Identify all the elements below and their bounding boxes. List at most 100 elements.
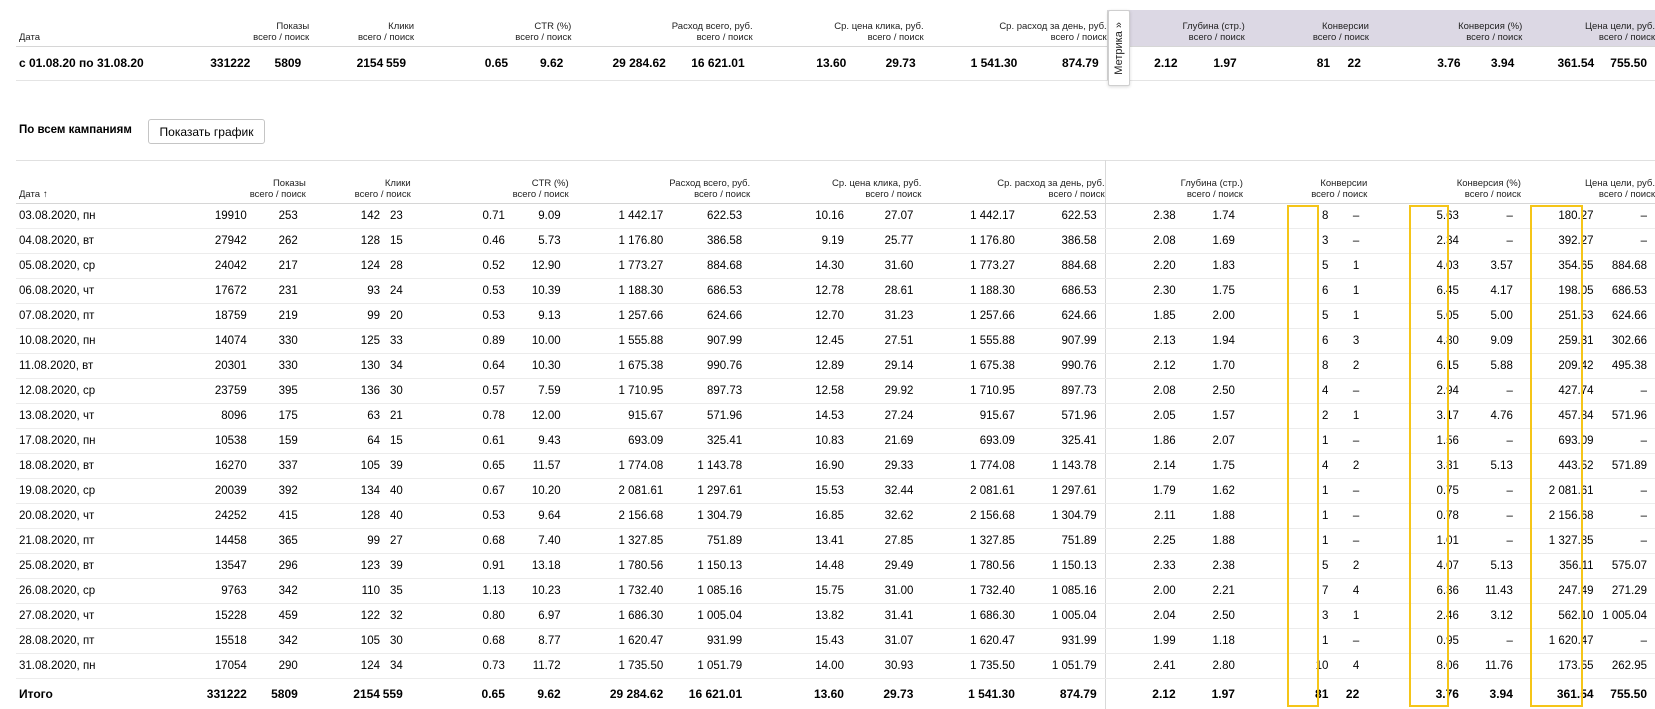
cell-value: 4.80 (1367, 328, 1459, 354)
cell-date: 26.08.2020, ср (16, 578, 189, 604)
cell-value: 4 (1328, 578, 1368, 604)
cell-value: 1.94 (1175, 328, 1243, 354)
cell-value: 693.09 (921, 428, 1015, 454)
column-header-clicks[interactable]: Клики всего / поиск (305, 160, 411, 204)
cell-value: 0.52 (410, 253, 505, 279)
cell-value: 2.12 (1105, 353, 1176, 379)
summary-header-date: Дата (16, 10, 192, 47)
cell-date: 19.08.2020, ср (16, 478, 189, 504)
cell-value: 29.92 (843, 378, 922, 404)
column-header-shows[interactable]: Показы всего / поиск (188, 160, 306, 204)
cell-value: 1.69 (1175, 228, 1243, 254)
cell-value: – (1593, 428, 1655, 454)
cell-date: с 01.08.20 по 31.08.20 (16, 46, 192, 81)
cell-value: 27.07 (843, 203, 922, 229)
cell-value: 8 (1242, 203, 1329, 229)
cell-value: 2 156.68 (1520, 503, 1594, 529)
cell-value: 1 (1328, 303, 1368, 329)
table-row: 13.08.2020, чт 8096 175 63 21 0.78 12.00 915.67… (16, 403, 1655, 429)
cell-value: 15 (379, 428, 411, 454)
cell-value: – (1593, 503, 1655, 529)
cell-value: 686.53 (1014, 278, 1106, 304)
cell-value: 0.71 (410, 203, 505, 229)
cell-value: 427.74 (1520, 378, 1594, 404)
cell-value: 29.14 (843, 353, 922, 379)
cell-value: 2.21 (1175, 578, 1243, 604)
cell-value: 1.18 (1175, 628, 1243, 654)
cell-value: 10.39 (504, 278, 569, 304)
column-header-goal-price[interactable]: Цена цели, руб. всего / поиск (1520, 160, 1655, 204)
cell-date: 31.08.2020, пн (16, 653, 189, 679)
cell-value: 392 (246, 478, 306, 504)
summary-header-ctr: CTR (%) всего / поиск (414, 10, 572, 47)
column-header-cpc[interactable]: Ср. цена клика, руб. всего / поиск (750, 160, 922, 204)
cell-value: 3 (1242, 228, 1329, 254)
column-header-conversions[interactable]: Конверсии всего / поиск (1242, 160, 1368, 204)
column-header-conversion-rate[interactable]: Конверсия (%) всего / поиск (1367, 160, 1521, 204)
cell-value: 23759 (188, 378, 247, 404)
cell-value: 2 081.61 (1520, 478, 1594, 504)
table-row: 18.08.2020, вт 16270 337 105 39 0.65 11.57 1 77… (16, 453, 1655, 479)
cell-value: – (1593, 478, 1655, 504)
cell-value: 1 085.16 (663, 578, 751, 604)
table-row: 12.08.2020, ср 23759 395 136 30 0.57 7.59 1 710… (16, 378, 1655, 404)
cell-value: 251.53 (1520, 303, 1594, 329)
metrika-toggle-tab[interactable]: Метрика » (1108, 10, 1130, 86)
cell-value: 33 (379, 328, 411, 354)
column-header-depth[interactable]: Глубина (стр.) всего / поиск (1105, 160, 1243, 204)
cell-value: 386.58 (663, 228, 751, 254)
cell-value: 990.76 (1014, 353, 1106, 379)
cell-value: 128 (305, 228, 380, 254)
cell-value: 10.16 (750, 203, 844, 229)
cell-value: – (1328, 478, 1368, 504)
cell-value: 124 (305, 653, 380, 679)
cell-value: 1 620.47 (921, 628, 1015, 654)
column-header-daily-spend[interactable]: Ср. расход за день, руб. всего / поиск (921, 160, 1106, 204)
cell-value: 105 (305, 628, 380, 654)
cell-value: 219 (246, 303, 306, 329)
column-header-spend[interactable]: Расход всего, руб. всего / поиск (568, 160, 751, 204)
cell-value: 0.78 (1367, 503, 1459, 529)
cell-value: 21.69 (843, 428, 922, 454)
table-row: 28.08.2020, пт 15518 342 105 30 0.68 8.77 1 620… (16, 628, 1655, 654)
cell-date: Итого (16, 678, 189, 709)
cell-value: 693.09 (1520, 428, 1594, 454)
cell-value: 159 (246, 428, 306, 454)
summary-header-cpc: Ср. цена клика, руб. всего / поиск (752, 10, 924, 47)
cell-value: 93 (305, 278, 380, 304)
cell-value: 9.09 (504, 203, 569, 229)
cell-value: 342 (246, 628, 306, 654)
cell-value: 271.29 (1593, 578, 1655, 604)
cell-value: 931.99 (663, 628, 751, 654)
cell-value: 2.50 (1175, 603, 1243, 629)
cell-date: 04.08.2020, вт (16, 228, 189, 254)
cell-value: 1 710.95 (921, 378, 1015, 404)
cell-value: 2.20 (1105, 253, 1176, 279)
cell-value: 39 (379, 453, 411, 479)
cell-value: 2.08 (1105, 378, 1176, 404)
column-header-ctr[interactable]: CTR (%) всего / поиск (410, 160, 569, 204)
cell-value: 874.79 (1014, 678, 1106, 709)
cell-date: 25.08.2020, вт (16, 553, 189, 579)
cell-value: 1.86 (1105, 428, 1176, 454)
cell-date: 28.08.2020, пт (16, 628, 189, 654)
cell-value: – (1458, 478, 1521, 504)
cell-value: 6 (1242, 328, 1329, 354)
cell-value: 175 (246, 403, 306, 429)
cell-value: 330 (246, 353, 306, 379)
cell-value: 5.13 (1458, 453, 1521, 479)
cell-value: 1 085.16 (1014, 578, 1106, 604)
cell-value: 2.34 (1367, 228, 1459, 254)
cell-value: 14.53 (750, 403, 844, 429)
cell-value: 1 257.66 (921, 303, 1015, 329)
cell-value: 1 541.30 (923, 46, 1018, 81)
cell-value: 571.96 (1014, 403, 1106, 429)
show-chart-button[interactable]: Показать график (148, 119, 265, 144)
cell-value: 2.41 (1105, 653, 1176, 679)
column-header-date[interactable]: Дата ↑ (16, 160, 189, 204)
cell-value: 2 (1242, 403, 1329, 429)
cell-date: 13.08.2020, чт (16, 403, 189, 429)
cell-value: 259.31 (1520, 328, 1594, 354)
cell-value: 10.23 (504, 578, 569, 604)
cell-value: 559 (383, 46, 415, 81)
